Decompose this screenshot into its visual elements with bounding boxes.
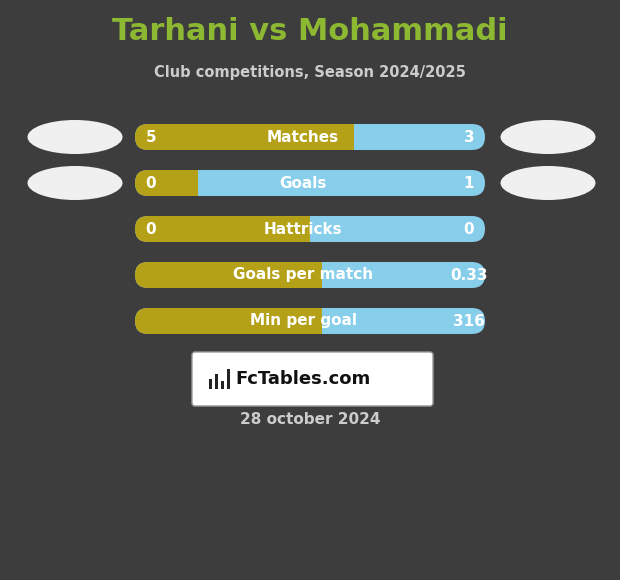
Ellipse shape (500, 166, 595, 200)
Ellipse shape (27, 166, 123, 200)
FancyBboxPatch shape (135, 216, 485, 242)
FancyBboxPatch shape (135, 216, 485, 242)
FancyBboxPatch shape (135, 170, 485, 196)
Text: Hattricks: Hattricks (264, 222, 342, 237)
FancyBboxPatch shape (135, 124, 485, 150)
Text: FcTables.com: FcTables.com (235, 370, 370, 388)
Text: 1: 1 (464, 176, 474, 190)
Text: Tarhani vs Mohammadi: Tarhani vs Mohammadi (112, 17, 508, 46)
Bar (215, 374, 218, 389)
Text: 0: 0 (464, 222, 474, 237)
Text: Club competitions, Season 2024/2025: Club competitions, Season 2024/2025 (154, 64, 466, 79)
Text: Goals per match: Goals per match (233, 267, 373, 282)
FancyBboxPatch shape (192, 352, 433, 406)
FancyBboxPatch shape (135, 308, 485, 334)
Text: Goals: Goals (280, 176, 327, 190)
Text: 5: 5 (146, 129, 156, 144)
Text: Matches: Matches (267, 129, 339, 144)
Ellipse shape (500, 120, 595, 154)
Text: 0.33: 0.33 (450, 267, 488, 282)
Bar (221, 381, 224, 389)
FancyBboxPatch shape (135, 262, 485, 288)
Bar (227, 369, 230, 389)
Text: 0: 0 (146, 222, 156, 237)
Bar (209, 379, 212, 389)
FancyBboxPatch shape (135, 170, 485, 196)
Text: 316: 316 (453, 314, 485, 328)
Ellipse shape (27, 120, 123, 154)
Text: 28 october 2024: 28 october 2024 (240, 412, 380, 427)
Text: 3: 3 (464, 129, 474, 144)
Text: Min per goal: Min per goal (249, 314, 356, 328)
FancyBboxPatch shape (135, 308, 485, 334)
FancyBboxPatch shape (135, 124, 485, 150)
FancyBboxPatch shape (135, 262, 485, 288)
Text: 0: 0 (146, 176, 156, 190)
